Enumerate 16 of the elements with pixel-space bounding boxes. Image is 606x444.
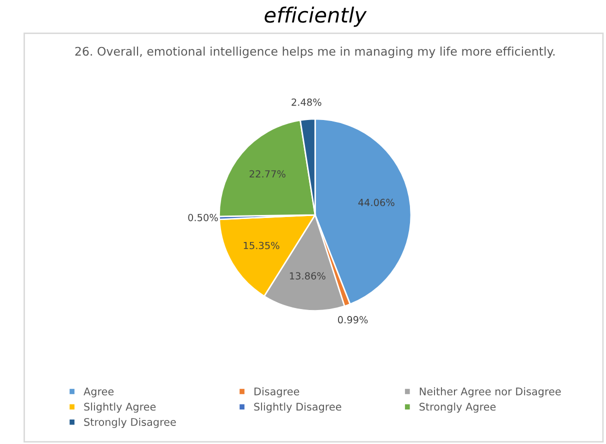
legend-label: Slightly Agree (84, 402, 156, 413)
text: efficiently (264, 6, 367, 27)
data-label: 15.35% (244, 242, 280, 250)
legend-label: Disagree (254, 387, 300, 398)
data-label: 0.99% (338, 316, 368, 324)
data-label: 13.86% (290, 272, 326, 280)
data-label: 0.50% (188, 214, 218, 222)
data-label: 44.06% (358, 198, 394, 206)
legend-label: Strongly Agree (420, 402, 496, 413)
legend-label: Slightly Disagree (254, 402, 342, 413)
chart-title: 26. Overall, emotional intelligence helps me in managing my life more efficiently. (75, 46, 555, 58)
legend-label: Neither Agree nor Disagree (420, 387, 561, 398)
legend-label: Agree (84, 388, 114, 398)
data-label: 2.48% (292, 98, 322, 106)
legend-label: Strongly Disagree (84, 418, 176, 428)
data-label: 22.77% (250, 170, 286, 178)
